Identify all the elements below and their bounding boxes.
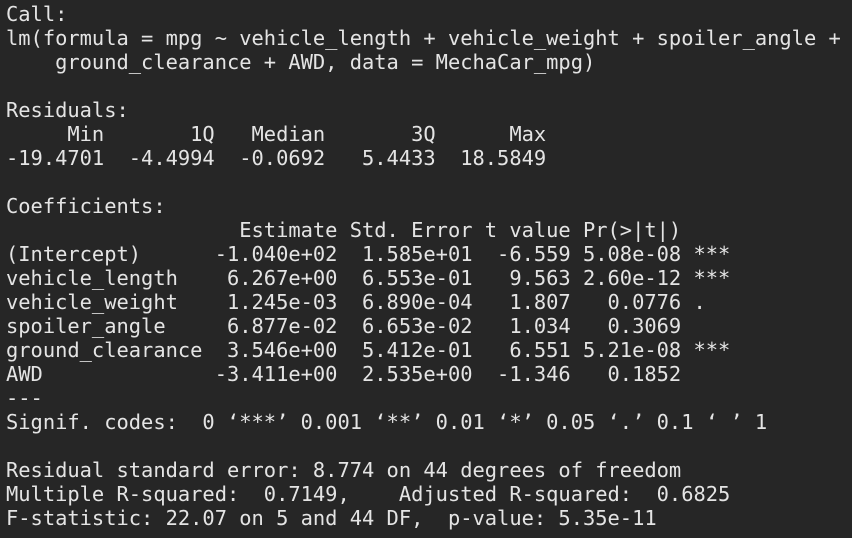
coef-header: Estimate Std. Error t value Pr(>|t|) — [6, 218, 682, 242]
coef-row: (Intercept) -1.040e+02 1.585e+01 -6.559 … — [6, 242, 731, 266]
section-label: Residuals: — [6, 98, 129, 122]
section-label: Coefficients: — [6, 194, 166, 218]
coef-row: ground_clearance 3.546e+00 5.412e-01 6.5… — [6, 338, 731, 362]
call-line: ground_clearance + AWD, data = MechaCar_… — [6, 50, 596, 74]
coef-row: spoiler_angle 6.877e-02 6.653e-02 1.034 … — [6, 314, 682, 338]
summary-line: Multiple R-squared: 0.7149, Adjusted R-s… — [6, 482, 731, 506]
residuals-values: -19.4701 -4.4994 -0.0692 5.4433 18.5849 — [6, 146, 547, 170]
signif-codes: Signif. codes: 0 ‘***’ 0.001 ‘**’ 0.01 ‘… — [6, 410, 768, 434]
separator: --- — [6, 386, 43, 410]
call-line: lm(formula = mpg ~ vehicle_length + vehi… — [6, 26, 841, 50]
coef-row: AWD -3.411e+00 2.535e+00 -1.346 0.1852 — [6, 362, 682, 386]
coef-row: vehicle_length 6.267e+00 6.553e-01 9.563… — [6, 266, 731, 290]
residuals-header: Min 1Q Median 3Q Max — [6, 122, 547, 146]
coef-row: vehicle_weight 1.245e-03 6.890e-04 1.807… — [6, 290, 706, 314]
summary-line: F-statistic: 22.07 on 5 and 44 DF, p-val… — [6, 506, 657, 530]
section-label: Call: — [6, 2, 68, 26]
summary-line: Residual standard error: 8.774 on 44 deg… — [6, 458, 682, 482]
